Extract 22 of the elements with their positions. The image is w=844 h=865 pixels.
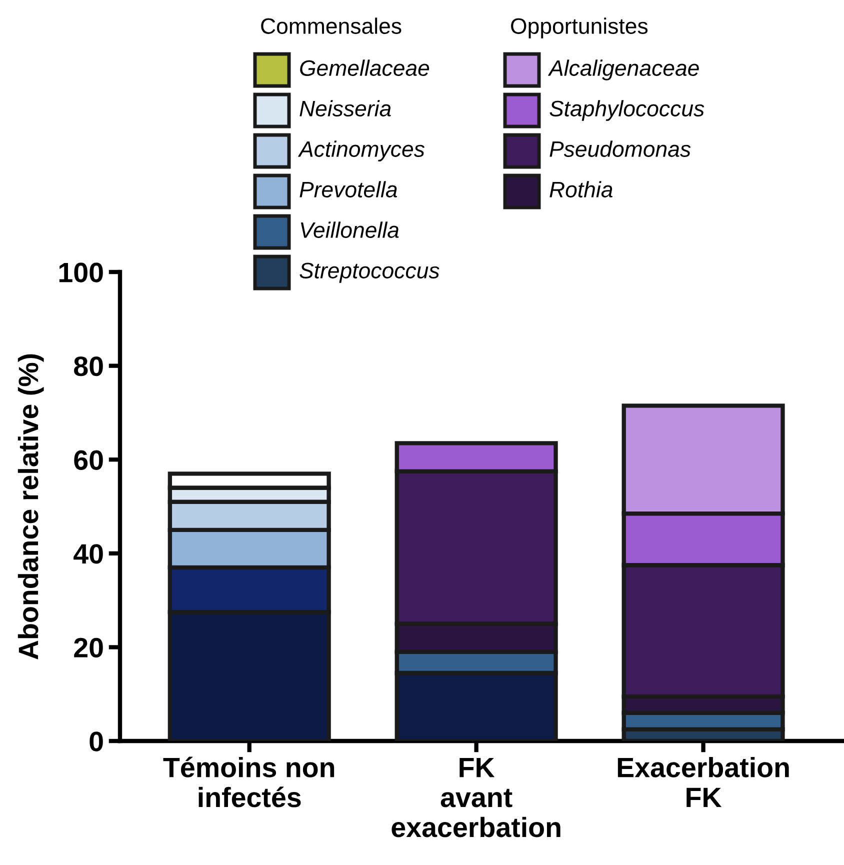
y-axis-title: Abondance relative (%) [18, 354, 44, 660]
y-tick-label: 60 [74, 450, 103, 470]
legend-label: Staphylococcus [550, 100, 704, 121]
x-tick-label: Témoins non infectés [163, 756, 334, 808]
text: Opportunistes [511, 18, 648, 38]
legend-label: Alcaligenaceae [548, 60, 699, 80]
y-tick-label: 80 [74, 356, 103, 376]
legend-label: Gemellaceae [300, 60, 430, 76]
legend-label: Veillonella [300, 222, 399, 238]
y-tick-label: 20 [74, 638, 103, 658]
y-tick-label: 40 [74, 544, 103, 564]
x-tick-label: Exacerbation FK [618, 756, 789, 808]
y-tick-label: 100 [59, 262, 103, 282]
legend-label: Actinomyces [298, 140, 425, 162]
legend-label: Neisseria [300, 100, 391, 116]
text: Commensales [261, 18, 402, 34]
legend-label: Prevotella [300, 181, 398, 198]
legend-label: Pseudomonas [550, 140, 691, 157]
legend-label: Rothia [550, 181, 612, 198]
x-tick-label: FK avant exacerbation [392, 758, 560, 838]
legend-label: Streptococcus [300, 262, 440, 283]
y-tick-label: 0 [90, 732, 103, 752]
